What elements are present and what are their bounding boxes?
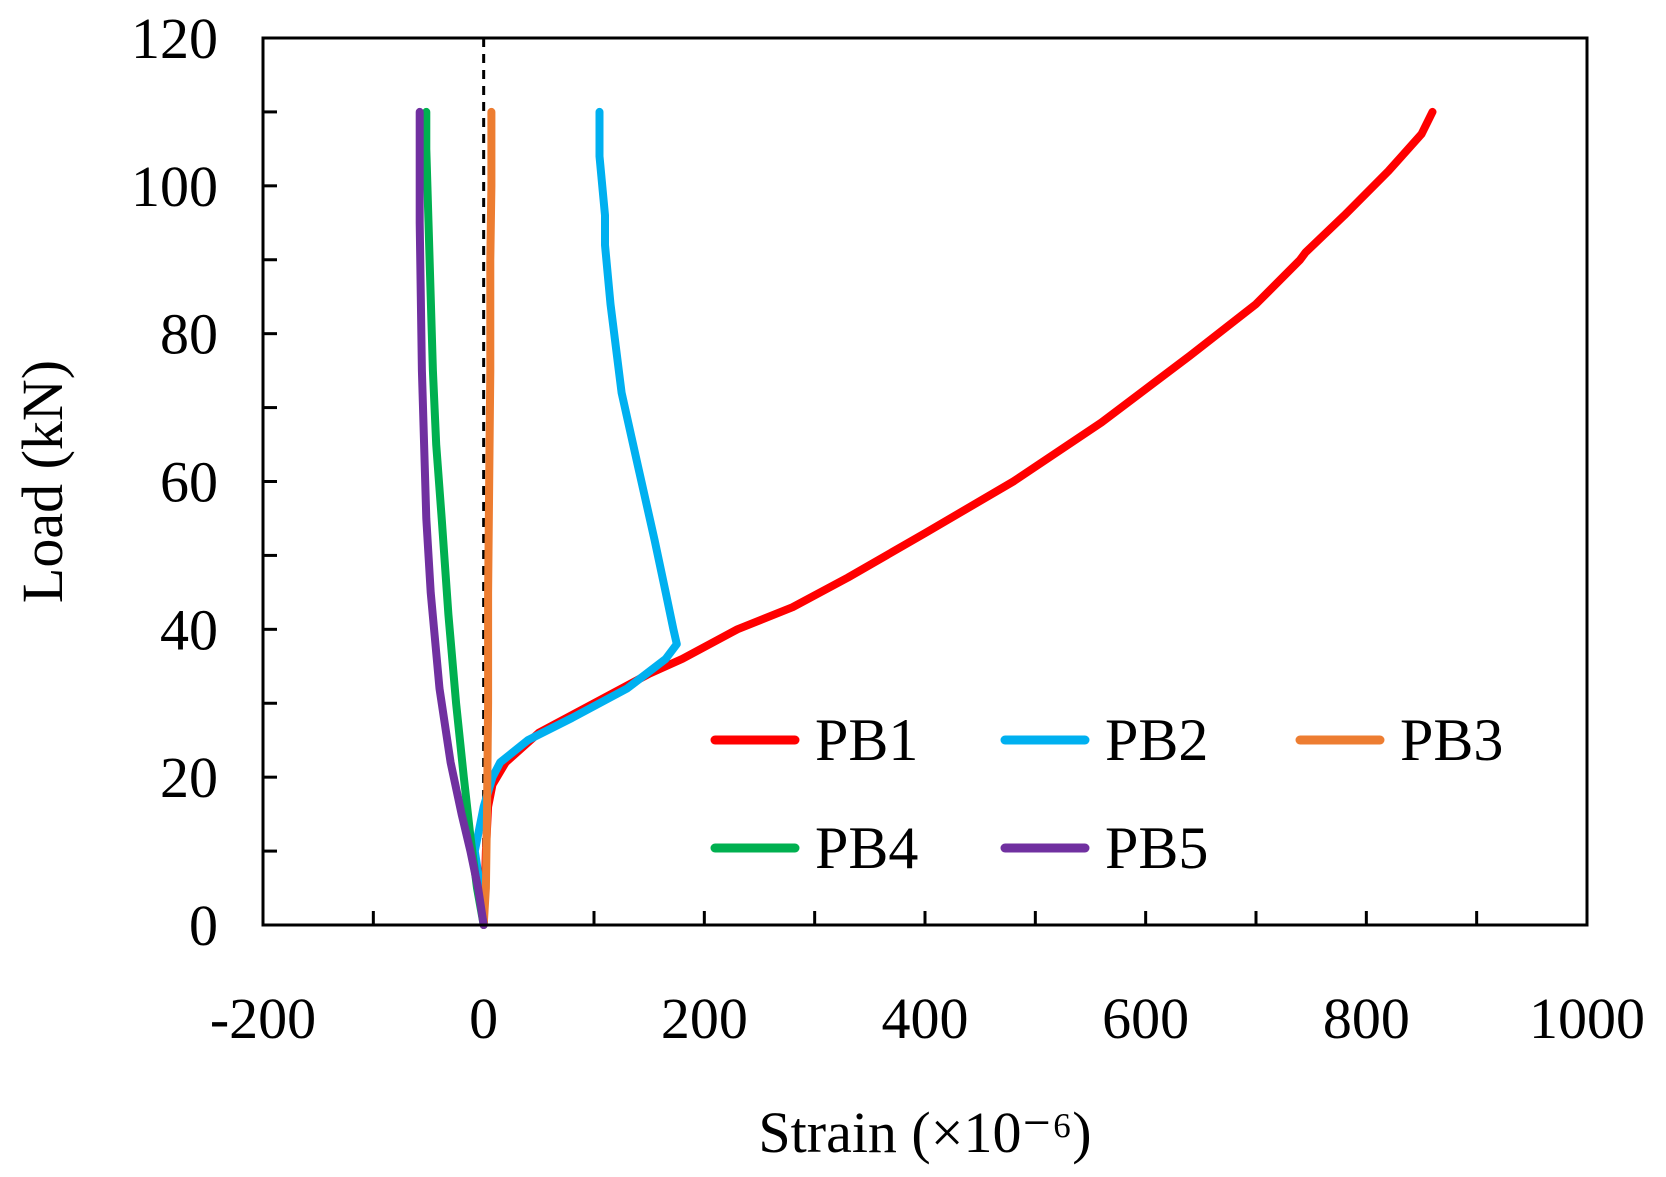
y-axis-title: Load (kN) [10, 360, 75, 603]
legend-label-pb5: PB5 [1105, 815, 1208, 881]
legend-label-pb4: PB4 [815, 815, 918, 881]
legend-label-pb3: PB3 [1400, 707, 1503, 773]
y-tick-label: 100 [131, 154, 218, 219]
x-tick-label: 1000 [1529, 986, 1645, 1051]
y-axis-ticks: 0 20 40 60 80 100 120 [131, 6, 218, 958]
y-tick-label: 40 [160, 597, 218, 662]
x-tick-label: 400 [882, 986, 969, 1051]
series-line-pb1 [479, 107, 1437, 929]
series-line-pb2 [470, 107, 681, 915]
y-tick-label: 0 [189, 893, 218, 958]
x-tick-label: 800 [1323, 986, 1410, 1051]
y-tick-label: 60 [160, 450, 218, 515]
x-tick-label: 600 [1102, 986, 1189, 1051]
y-tick-label: 80 [160, 302, 218, 367]
series-line-pb4 [422, 107, 488, 929]
plot-frame [261, 36, 1589, 927]
y-tick-label: 120 [131, 6, 218, 71]
x-axis-title: Strain (×10⁻⁶) [758, 1100, 1091, 1165]
legend-label-pb2: PB2 [1105, 707, 1208, 773]
legend: PB1 PB2 PB3 PB4 PB5 [710, 707, 1503, 881]
x-tick-label: 200 [661, 986, 748, 1051]
minor-ticks [263, 110, 1479, 925]
legend-label-pb1: PB1 [815, 707, 918, 773]
y-tick-label: 20 [160, 745, 218, 810]
series-line-pb3 [479, 107, 496, 929]
x-tick-label: -200 [210, 986, 316, 1051]
x-axis-ticks: -200 0 200 400 600 800 1000 [210, 986, 1645, 1051]
series-layer [415, 107, 1437, 929]
series-line-pb5 [415, 107, 488, 929]
x-tick-label: 0 [469, 986, 498, 1051]
